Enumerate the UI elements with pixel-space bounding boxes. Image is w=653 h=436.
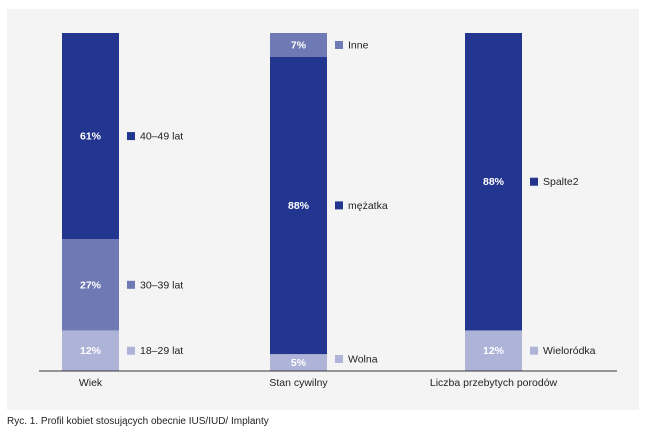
figure-caption: Ryc. 1. Profil kobiet stosujących obecni… [7,416,269,427]
bar-segment [62,239,119,331]
legend-marker [530,346,538,355]
legend-label: 30–39 lat [140,279,183,291]
bar-segment [62,330,119,371]
legend-label: 40–49 lat [140,131,183,143]
legend-label: Inne [348,40,369,52]
bar-value-label: 61% [80,131,102,143]
legend-label: mężatka [348,200,388,212]
stacked-bar-chart: 12% 18–29 lat 27% 30–39 lat 61% 40–49 lat Wiek… [39,33,617,389]
bar-value-label: 7% [291,39,307,51]
legend-marker [127,132,135,141]
bar-value-label: 12% [80,345,102,357]
bar-value-label: 27% [80,279,102,291]
legend-label: Wieloródka [543,345,596,357]
bar-value-label: 88% [483,176,505,188]
x-axis-category-label: Wiek [79,377,103,389]
legend-marker [335,201,343,210]
chart-panel: 12% 18–29 lat 27% 30–39 lat 61% 40–49 lat Wiek… [7,9,639,410]
legend-marker [127,280,135,289]
legend-label: Spalte2 [543,176,579,188]
bar-segment [270,33,327,57]
x-axis-category-label: Stan cywilny [269,377,328,389]
bar-segment [270,354,327,371]
legend-marker [530,177,538,186]
x-axis-category-label: Liczba przebytych porodów [430,377,558,389]
legend-label: 18–29 lat [140,345,183,357]
legend-marker [335,355,343,363]
bar-segment [465,33,522,331]
legend-marker [335,41,343,49]
bar-segment [465,330,522,371]
bar-segment [270,56,327,355]
bar-segment [62,33,119,240]
bar-value-label: 12% [483,345,505,357]
bar-value-label: 88% [288,200,310,212]
legend-marker [127,346,135,355]
bar-value-label: 5% [291,357,307,369]
legend-label: Wolna [348,354,378,366]
